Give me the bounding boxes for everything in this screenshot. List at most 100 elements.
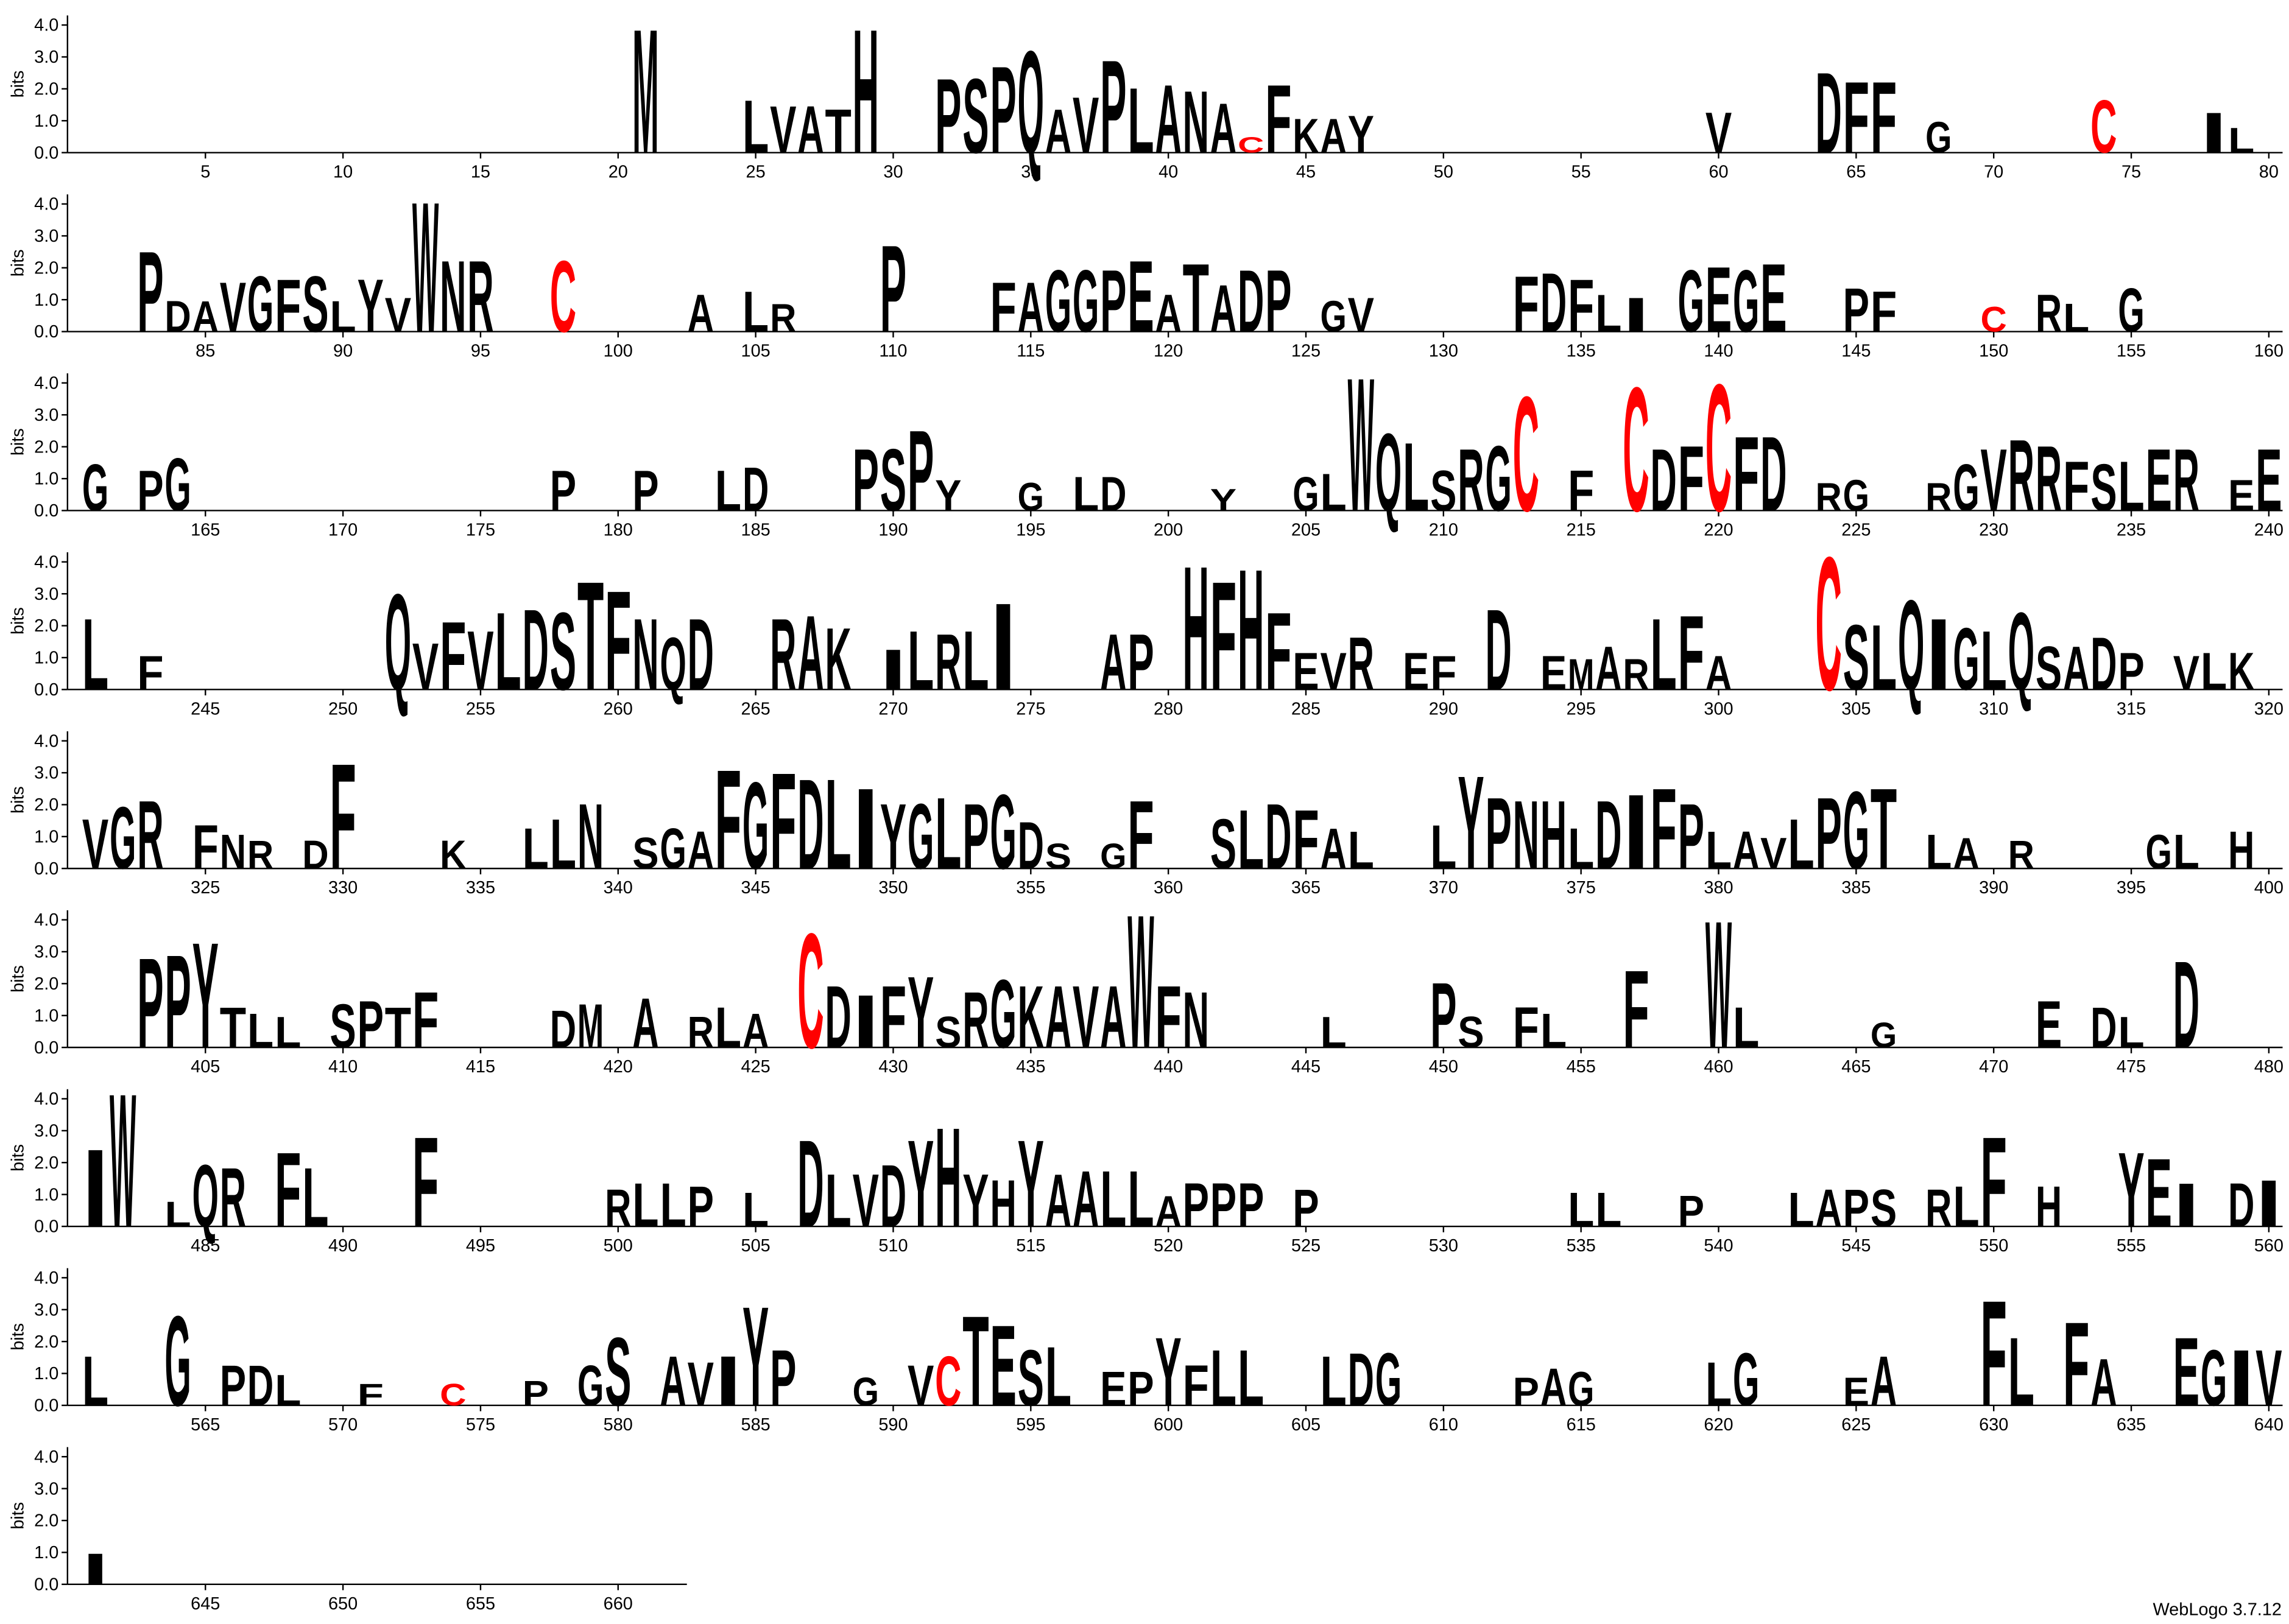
logo-letter: R xyxy=(688,1008,714,1058)
logo-letter: V xyxy=(908,1354,934,1418)
logo-letter: D xyxy=(742,454,769,524)
logo-letter: F xyxy=(770,745,796,898)
logo-letter: D xyxy=(1018,808,1044,883)
x-tick-label: 250 xyxy=(328,699,358,719)
logo-letter: D xyxy=(550,999,576,1059)
logo-letter: L xyxy=(495,590,521,714)
y-tick-label: 4.0 xyxy=(34,16,58,35)
logo-letter: D xyxy=(1815,48,1841,177)
logo-letter: F xyxy=(1733,415,1759,533)
logo-letter: D xyxy=(688,597,714,712)
logo-letter: L xyxy=(1403,423,1429,532)
y-tick-label: 4.0 xyxy=(34,1268,58,1288)
logo-letter: A xyxy=(632,983,658,1063)
logo-letter: L xyxy=(825,1159,851,1243)
x-tick-label: 485 xyxy=(191,1236,220,1256)
y-tick-label: 2.0 xyxy=(34,1153,58,1173)
logo-letter: A xyxy=(1210,271,1236,346)
x-tick-label: 555 xyxy=(2117,1236,2146,1256)
logo-letter: L xyxy=(1073,468,1099,522)
logo-letter: P xyxy=(880,220,906,359)
x-tick-label: 170 xyxy=(328,520,358,540)
y-tick-label: 3.0 xyxy=(34,764,58,783)
logo-letter: G xyxy=(1018,474,1044,519)
logo-letter: N xyxy=(1513,781,1539,890)
logo-letter: P xyxy=(137,932,163,1075)
logo-letter: D xyxy=(523,585,549,714)
logo-letter: P xyxy=(220,1354,246,1418)
x-tick-label: 310 xyxy=(1979,699,2008,719)
logo-letter: F xyxy=(605,562,631,720)
logo-letter: I xyxy=(853,764,879,893)
logo-letter: A xyxy=(742,1004,769,1058)
logo-letter: L xyxy=(1540,1004,1567,1058)
logo-letter: I xyxy=(880,638,906,702)
y-tick-label: 1.0 xyxy=(34,469,58,489)
x-tick-label: 530 xyxy=(1429,1236,1458,1256)
logo-letter: P xyxy=(1485,776,1511,890)
logo-letter: F xyxy=(1265,65,1291,174)
logo-letter: P xyxy=(164,928,191,1077)
x-tick-label: 305 xyxy=(1841,699,1871,719)
logo-letter: G xyxy=(247,260,273,349)
logo-letter: D xyxy=(1265,784,1291,888)
y-tick-label: 4.0 xyxy=(34,1447,58,1467)
logo-letter: V xyxy=(770,93,796,167)
logo-letter: R xyxy=(2036,426,2062,530)
x-tick-label: 50 xyxy=(1434,163,1453,182)
logo-letter: L xyxy=(1045,1330,1071,1424)
x-tick-label: 150 xyxy=(1979,342,2008,361)
logo-letter: D xyxy=(797,753,824,896)
logo-letter: F xyxy=(1513,995,1539,1060)
logo-letter: L xyxy=(1788,1183,1814,1237)
logo-letter: F xyxy=(137,646,163,700)
logo-letter: F xyxy=(1293,793,1319,887)
x-tick-label: 450 xyxy=(1429,1057,1458,1077)
logo-letter: Q xyxy=(1375,410,1402,534)
x-tick-label: 545 xyxy=(1841,1236,1871,1256)
logo-letter: D xyxy=(1238,251,1264,351)
x-tick-label: 15 xyxy=(471,163,490,182)
logo-letter: L xyxy=(275,1008,301,1057)
x-tick-label: 435 xyxy=(1016,1057,1045,1077)
logo-letter: G xyxy=(1733,1338,1759,1422)
logo-letter: R xyxy=(770,597,796,712)
logo-letter: T xyxy=(220,995,246,1060)
logo-letter: K xyxy=(1293,108,1319,163)
logo-letter: G xyxy=(1733,252,1759,351)
x-tick-label: 400 xyxy=(2254,878,2284,898)
y-tick-label: 0.0 xyxy=(34,680,58,700)
y-tick-label: 0.0 xyxy=(34,1575,58,1594)
logo-letter: P xyxy=(358,988,384,1063)
x-tick-label: 105 xyxy=(741,342,771,361)
logo-letter: G xyxy=(742,756,769,895)
x-tick-label: 575 xyxy=(466,1415,495,1435)
logo-letter: D xyxy=(1650,430,1676,529)
logo-letter: E xyxy=(1705,248,1732,351)
logo-letter: C xyxy=(1705,346,1732,549)
y-tick-label: 3.0 xyxy=(34,585,58,604)
logo-letter: V xyxy=(1705,102,1732,166)
logo-letter: A xyxy=(688,283,714,343)
y-tick-label: 4.0 xyxy=(34,910,58,930)
logo-letter: P xyxy=(1210,1171,1236,1240)
x-tick-label: 470 xyxy=(1979,1057,2008,1077)
logo-letter: L xyxy=(1788,805,1814,884)
logo-letter: F xyxy=(715,741,741,899)
logo-letter: R xyxy=(962,975,989,1065)
logo-letter: L xyxy=(1953,1174,1979,1239)
x-tick-label: 510 xyxy=(878,1236,908,1256)
logo-letter: E xyxy=(1100,1362,1126,1416)
logo-letter: L xyxy=(1733,995,1759,1060)
logo-letter: G xyxy=(1925,112,1952,162)
x-tick-label: 535 xyxy=(1567,1236,1596,1256)
logo-letter: S xyxy=(880,431,906,530)
logo-letter: N xyxy=(577,784,604,888)
logo-letter: A xyxy=(1045,967,1071,1066)
x-tick-label: 585 xyxy=(741,1415,771,1435)
y-tick-label: 1.0 xyxy=(34,1006,58,1025)
x-tick-label: 95 xyxy=(471,342,490,361)
logo-letter: G xyxy=(110,789,136,888)
logo-letter: C xyxy=(2090,85,2117,169)
